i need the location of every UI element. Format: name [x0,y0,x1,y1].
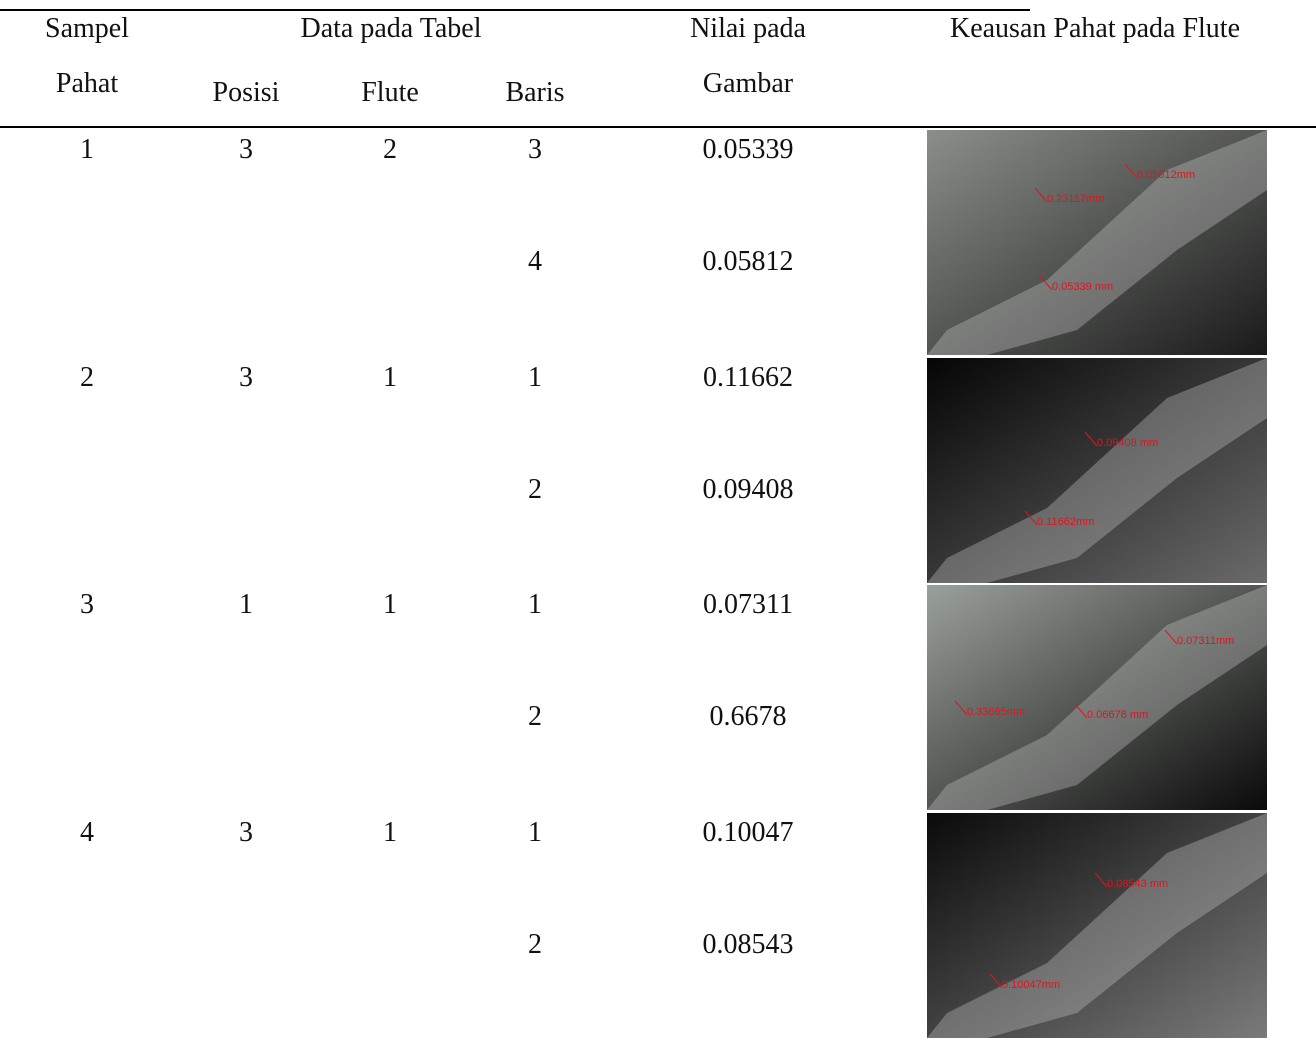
micrograph: 0.07311mm 0.33665mm 0.06678 mm [927,585,1267,810]
cell: 3 [528,134,542,166]
cell: 1 [239,589,253,621]
header: Gambar [703,68,793,100]
cell: 0.05812 [703,246,794,278]
micrograph: 0.05812mm 0.23117mm 0.05339 mm [927,130,1267,355]
cell: 1 [383,817,397,849]
measure-label: 0.33665mm [967,706,1025,718]
header: Baris [505,77,564,109]
header: Sampel [45,13,129,45]
cell: 2 [383,134,397,166]
header-rule [0,126,1316,128]
cell: 0.07311 [703,589,793,621]
measure-label: 0.10047mm [1002,979,1060,991]
cell: 3 [239,817,253,849]
cell: 3 [80,589,94,621]
cell: 1 [528,589,542,621]
header: Flute [361,77,419,109]
cell: 1 [383,362,397,394]
measure-label: 0.09408 mm [1097,437,1158,449]
measure-label: 0.11662mm [1037,516,1094,528]
micrograph: 0.09408 mm 0.11662mm [927,358,1267,583]
cell: 0.05339 [703,134,794,166]
measure-label: 0.05339 mm [1052,281,1113,293]
cell: 1 [80,134,94,166]
measure-label: 0.06678 mm [1087,709,1148,721]
top-rule [0,9,1030,11]
measure-label: 0.05812mm [1137,169,1195,181]
cell: 2 [528,701,542,733]
measure-label: 0.07311mm [1177,635,1234,647]
header: Posisi [213,77,280,109]
cell: 1 [383,589,397,621]
measure-label: 0.23117mm [1047,193,1104,205]
cell: 2 [528,929,542,961]
micrograph: 0.08543 mm 0.10047mm [927,813,1267,1038]
cell: 0.11662 [703,362,793,394]
header: Pahat [56,68,118,100]
header: Nilai pada [690,13,806,45]
cell: 3 [239,362,253,394]
cell: 2 [528,474,542,506]
cell: 1 [528,362,542,394]
cell: 0.09408 [703,474,794,506]
cell: 4 [528,246,542,278]
cell: 0.10047 [703,817,794,849]
cell: 2 [80,362,94,394]
measure-label: 0.08543 mm [1107,878,1168,890]
cell: 1 [528,817,542,849]
page: Sampel Pahat Data pada Tabel Posisi Flut… [0,0,1316,1037]
cell: 3 [239,134,253,166]
cell: 0.6678 [710,701,787,733]
header: Data pada Tabel [301,13,482,45]
header: Keausan Pahat pada Flute [950,13,1240,45]
cell: 0.08543 [703,929,794,961]
cell: 4 [80,817,94,849]
